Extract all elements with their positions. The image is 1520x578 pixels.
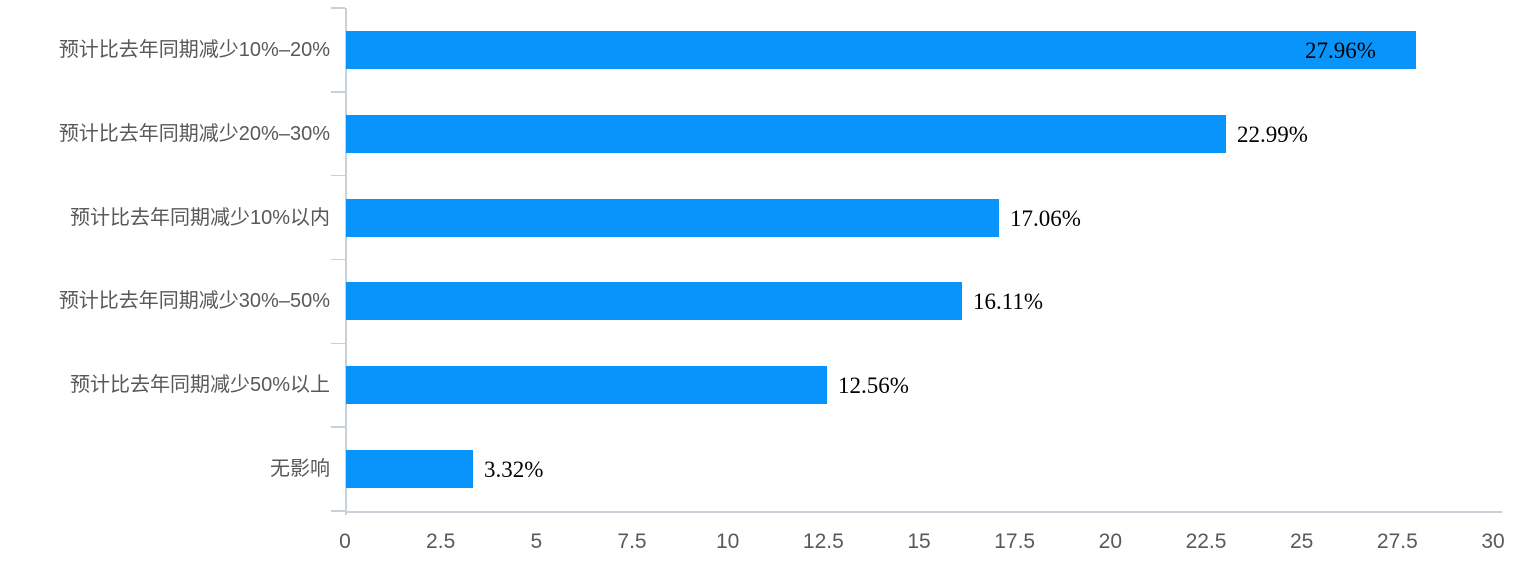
bar[interactable] <box>346 450 473 489</box>
value-label: 16.11% <box>973 289 1044 315</box>
bar[interactable] <box>346 114 1226 153</box>
category-label: 预计比去年同期减少50%以上 <box>69 374 330 397</box>
x-axis-tick-label: 30 <box>1481 530 1505 553</box>
bar[interactable] <box>346 198 999 237</box>
x-axis-tick-label: 10 <box>715 530 740 553</box>
y-axis-tick <box>331 91 345 93</box>
category-label: 无影响 <box>270 458 330 481</box>
x-axis-tick-label: 22.5 <box>1185 530 1227 553</box>
value-label: 22.99% <box>1237 121 1308 147</box>
y-axis-tick <box>331 7 345 9</box>
category-label: 预计比去年同期减少10%–20% <box>58 38 330 61</box>
x-axis-tick-label: 20 <box>1098 530 1123 553</box>
y-axis-line <box>345 8 347 515</box>
y-axis-tick <box>331 426 345 428</box>
x-axis-tick-label: 2.5 <box>426 530 456 553</box>
category-label: 预计比去年同期减少10%以内 <box>69 206 330 229</box>
y-axis-tick <box>331 174 345 177</box>
x-axis-line <box>345 511 1502 513</box>
y-axis-tick <box>331 510 345 512</box>
x-axis-tick-label: 0 <box>339 530 351 553</box>
x-axis-tick-label: 17.5 <box>994 530 1036 553</box>
value-label: 3.32% <box>484 457 544 483</box>
y-axis-tick <box>331 342 345 345</box>
value-label: 17.06% <box>1010 205 1081 231</box>
x-axis-tick-label: 27.5 <box>1376 530 1418 553</box>
y-axis-tick <box>331 258 345 261</box>
x-axis-tick-label: 5 <box>530 530 543 553</box>
x-axis-tick-label: 15 <box>907 530 931 553</box>
value-label: 27.96% <box>1305 37 1376 63</box>
bar[interactable] <box>346 30 1416 69</box>
bar[interactable] <box>346 366 827 405</box>
x-axis-tick-label: 12.5 <box>802 530 844 553</box>
value-label: 12.56% <box>838 373 909 399</box>
x-axis-tick-label: 25 <box>1289 530 1314 553</box>
category-label: 预计比去年同期减少30%–50% <box>58 290 330 313</box>
category-label: 预计比去年同期减少20%–30% <box>58 122 330 145</box>
x-axis-tick-label: 7.5 <box>617 530 647 553</box>
bar[interactable] <box>346 282 962 321</box>
